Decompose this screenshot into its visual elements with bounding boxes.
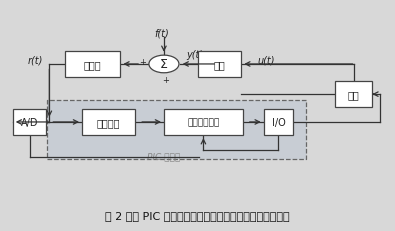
Circle shape	[149, 56, 179, 73]
Text: A/D: A/D	[21, 117, 38, 128]
Text: f(t): f(t)	[154, 29, 169, 39]
Text: PIC 单片机: PIC 单片机	[147, 152, 181, 160]
Text: u(t): u(t)	[258, 55, 275, 66]
Text: y(t): y(t)	[186, 50, 203, 60]
Text: +: +	[162, 76, 169, 85]
Text: 图 2 基于 PIC 单片机步进电机自适广．．制系统组成框图: 图 2 基于 PIC 单片机步进电机自适广．．制系统组成框图	[105, 210, 290, 220]
Bar	[263, 109, 293, 136]
Bar	[65, 51, 120, 78]
Text: +: +	[139, 58, 146, 66]
Bar	[164, 109, 243, 136]
Text: 对象: 对象	[213, 60, 225, 70]
Text: Σ: Σ	[160, 58, 168, 71]
Text: 自适应控制器: 自适应控制器	[187, 118, 220, 127]
Text: 驱动: 驱动	[348, 90, 359, 100]
Text: 传感器: 传感器	[84, 60, 102, 70]
Bar	[198, 51, 241, 78]
Bar	[13, 109, 47, 136]
Bar	[82, 109, 135, 136]
Text: r(t): r(t)	[28, 55, 43, 66]
Text: I/O: I/O	[272, 117, 285, 128]
Text: 参考模型: 参考模型	[97, 117, 120, 128]
Bar	[47, 100, 306, 159]
Bar	[335, 82, 372, 108]
